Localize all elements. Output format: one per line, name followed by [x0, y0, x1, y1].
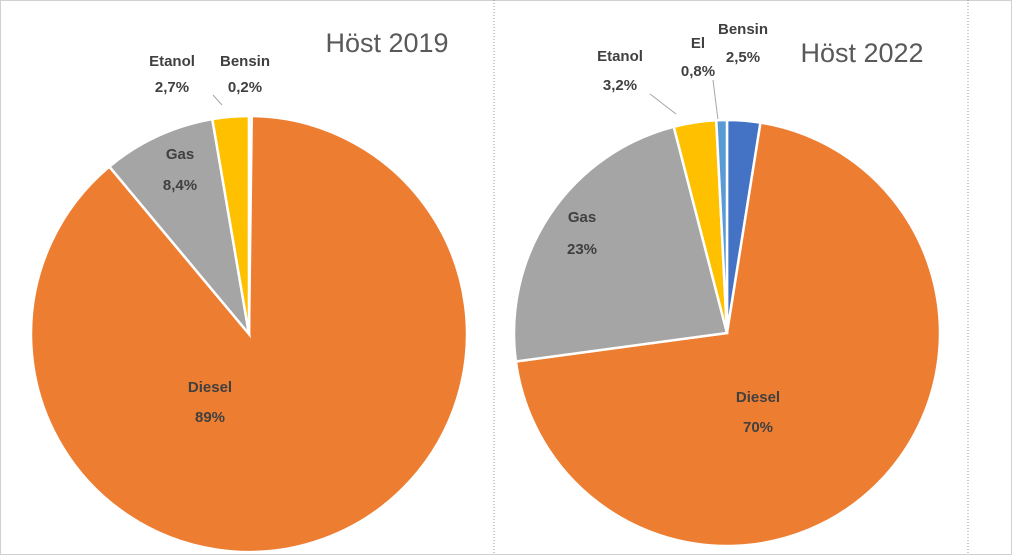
pie-slice: [514, 121, 942, 548]
slice-category: Diesel: [736, 389, 780, 406]
chart-title: Höst 2019: [325, 28, 448, 58]
leader-line: [212, 94, 223, 106]
pie-slice: [512, 125, 729, 363]
slice-value: 3,2%: [603, 77, 637, 94]
leader-line: [712, 79, 719, 121]
slice-category: Etanol: [597, 48, 643, 65]
slice-category: El: [691, 35, 705, 52]
slice-value: 0,2%: [228, 79, 262, 96]
chart-title: Höst 2022: [800, 38, 923, 68]
slice-category: Bensin: [220, 53, 270, 70]
slice-value: 89%: [195, 409, 225, 426]
slice-category: Gas: [166, 146, 194, 163]
slice-category: Diesel: [188, 379, 232, 396]
pie-slice: [107, 117, 252, 339]
slice-value: 2,7%: [155, 79, 189, 96]
slice-value: 8,4%: [163, 177, 197, 194]
slice-category: Gas: [568, 209, 596, 226]
slice-value: 70%: [743, 419, 773, 436]
slice-category: Bensin: [718, 21, 768, 38]
slice-category: Etanol: [149, 53, 195, 70]
slice-value: 0,8%: [681, 63, 715, 80]
leader-line: [649, 93, 677, 115]
slice-value: 2,5%: [726, 49, 760, 66]
pie-slice: [210, 114, 251, 335]
slice-value: 23%: [567, 241, 597, 258]
pie-slice: [714, 118, 729, 334]
